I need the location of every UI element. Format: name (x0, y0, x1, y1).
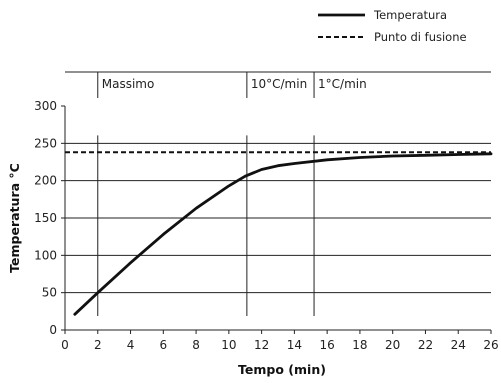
marker-annotations: Massimo 10°C/min 1°C/min (65, 71, 491, 316)
y-tick-label-200: 200 (34, 174, 57, 188)
legend-label-0: Temperatura (373, 8, 447, 22)
x-tick-label-10: 10 (221, 338, 236, 352)
x-tick-label-8: 8 (192, 338, 200, 352)
series-line-0 (73, 152, 493, 316)
marker-label-2: 1°C/min (318, 77, 367, 91)
x-axis-label: Tempo (min) (238, 362, 326, 377)
y-tick-label-150: 150 (34, 211, 57, 225)
x-tick-label-4: 4 (127, 338, 135, 352)
y-axis-label: Temperatura °C (7, 163, 22, 273)
grid (65, 142, 491, 294)
x-tick-label-26: 26 (483, 338, 498, 352)
x-tick-label-0: 0 (61, 338, 69, 352)
y-tick-label-50: 50 (42, 286, 57, 300)
marker-label-0: Massimo (102, 77, 155, 91)
x-tick-label-20: 20 (385, 338, 400, 352)
x-tick-label-14: 14 (287, 338, 302, 352)
x-tick-label-18: 18 (352, 338, 367, 352)
series (65, 151, 493, 316)
axes (61, 105, 492, 334)
x-tick-label-22: 22 (418, 338, 433, 352)
x-tick-label-12: 12 (254, 338, 269, 352)
legend-label-1: Punto di fusione (374, 30, 467, 44)
y-tick-label-100: 100 (34, 248, 57, 262)
marker-label-1: 10°C/min (251, 77, 307, 91)
y-tick-label-0: 0 (49, 323, 57, 337)
x-tick-label-16: 16 (320, 338, 335, 352)
y-tick-label-300: 300 (34, 99, 57, 113)
x-tick-label-2: 2 (94, 338, 102, 352)
x-tick-label-6: 6 (159, 338, 167, 352)
y-tick-label-250: 250 (34, 136, 57, 150)
legend: Temperatura Punto di fusione (318, 8, 467, 44)
x-tick-label-24: 24 (451, 338, 466, 352)
